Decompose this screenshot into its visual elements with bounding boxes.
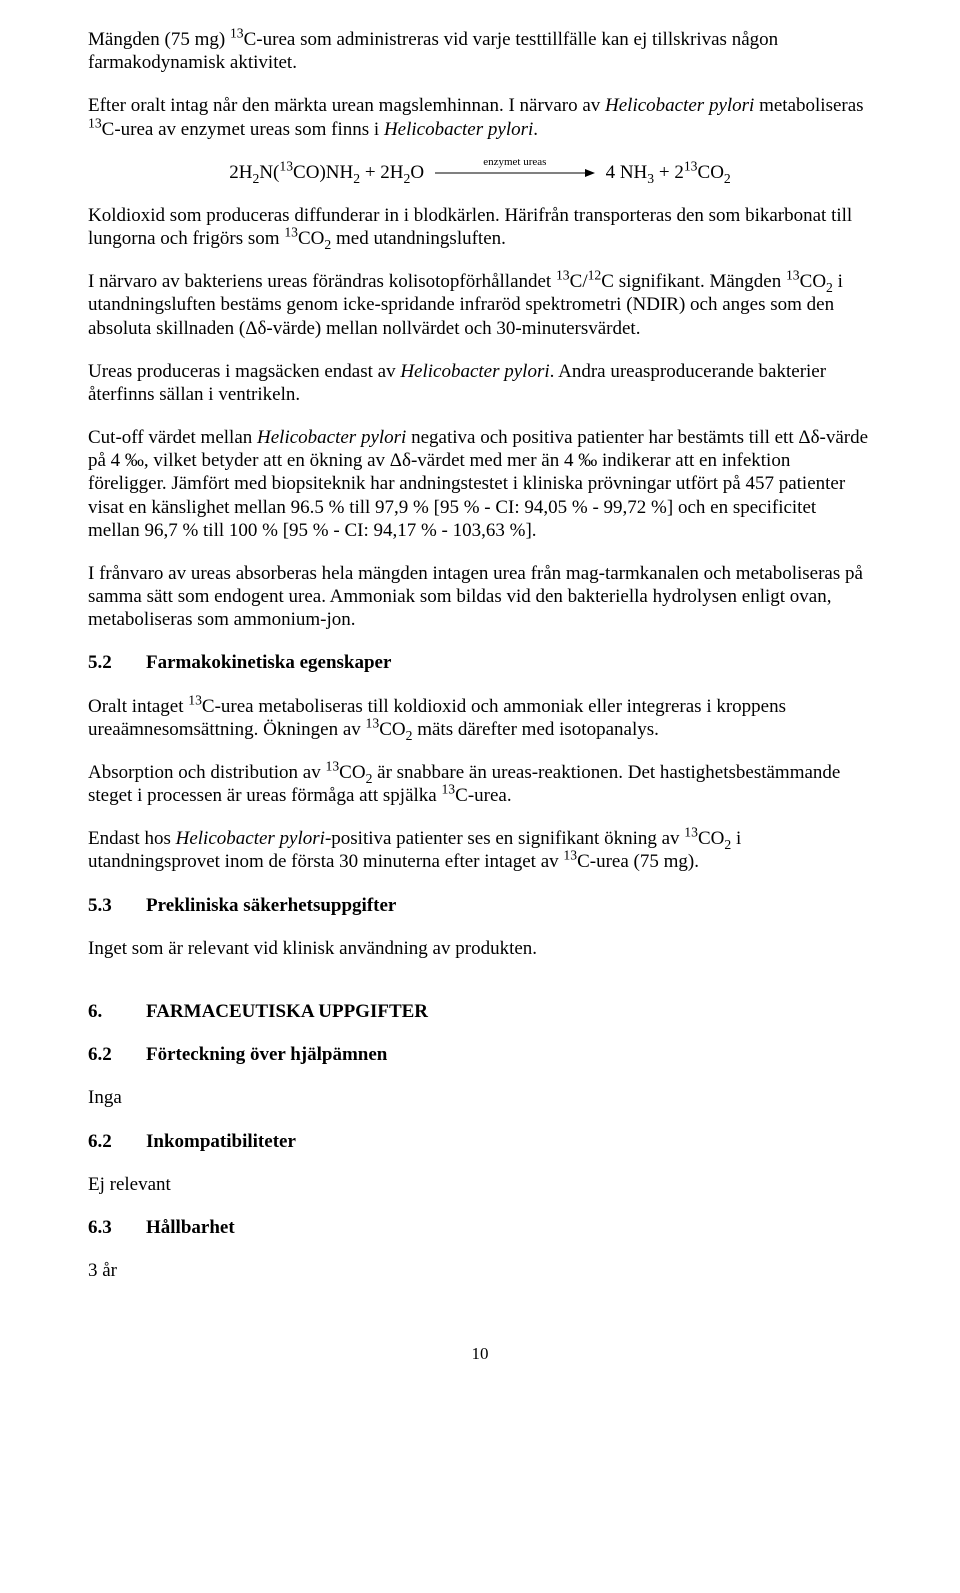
- sub: 2: [826, 280, 833, 295]
- isotope-13: 13: [366, 715, 380, 730]
- isotope-13: 13: [88, 115, 102, 130]
- text: CO: [298, 228, 324, 249]
- text: Efter oralt intag når den märkta urean m…: [88, 95, 605, 116]
- paragraph-14: 3 år: [88, 1259, 872, 1282]
- species-name: Helicobacter pylori: [605, 95, 754, 116]
- paragraph-7: I frånvaro av ureas absorberas hela mäng…: [88, 562, 872, 632]
- section-heading-6-2b: 6.2 Inkompatibiliteter: [88, 1130, 872, 1153]
- text: Ureas produceras i magsäcken endast av: [88, 361, 400, 382]
- paragraph-5: Ureas produceras i magsäcken endast av H…: [88, 360, 872, 406]
- isotope-13: 13: [786, 268, 800, 283]
- text: C-urea (75 mg).: [577, 851, 699, 872]
- chemical-equation: 2H2N(13CO)NH2 + 2H2O enzymet ureas 4 NH3…: [88, 161, 872, 184]
- section-title: Farmakokinetiska egenskaper: [146, 651, 872, 674]
- paragraph-12: Inga: [88, 1086, 872, 1109]
- isotope-13: 13: [684, 158, 698, 173]
- text: metaboliseras: [754, 95, 863, 116]
- text: -positiva patienter ses en signifikant ö…: [325, 828, 684, 849]
- text: C-urea.: [455, 785, 511, 806]
- text: med utandningsluften.: [331, 228, 506, 249]
- text: CO: [698, 828, 724, 849]
- isotope-12: 12: [588, 268, 602, 283]
- text: CO: [339, 762, 365, 783]
- section-title: FARMACEUTISKA UPPGIFTER: [146, 1000, 872, 1023]
- paragraph-9: Absorption och distribution av 13CO2 är …: [88, 761, 872, 807]
- isotope-13: 13: [441, 782, 455, 797]
- section-heading-5-2: 5.2 Farmakokinetiska egenskaper: [88, 651, 872, 674]
- text: 4 NH: [606, 162, 648, 183]
- text: Absorption och distribution av: [88, 762, 325, 783]
- text: O: [410, 162, 424, 183]
- text: C signifikant. Mängden: [601, 271, 786, 292]
- paragraph-13: Ej relevant: [88, 1173, 872, 1196]
- isotope-13: 13: [284, 225, 298, 240]
- page-number: 10: [88, 1344, 872, 1365]
- species-name: Helicobacter pylori: [257, 427, 406, 448]
- text: C/: [570, 271, 588, 292]
- paragraph-1: Mängden (75 mg) 13C-urea som administrer…: [88, 28, 872, 74]
- paragraph-6: Cut-off värdet mellan Helicobacter pylor…: [88, 426, 872, 542]
- document-page: Mängden (75 mg) 13C-urea som administrer…: [0, 0, 960, 1405]
- section-title: Förteckning över hjälpämnen: [146, 1043, 872, 1066]
- section-heading-5-3: 5.3 Prekliniska säkerhetsuppgifter: [88, 894, 872, 917]
- text: + 2: [654, 162, 684, 183]
- text: mäts därefter med isotopanalys.: [412, 719, 658, 740]
- text: + 2H: [360, 162, 403, 183]
- text: Mängden (75 mg): [88, 29, 230, 50]
- text: CO: [800, 271, 826, 292]
- section-heading-6-3: 6.3 Hållbarhet: [88, 1216, 872, 1239]
- arrow-label: enzymet ureas: [435, 156, 595, 169]
- text: C-urea av enzymet ureas som finns i: [102, 119, 384, 140]
- paragraph-3: Koldioxid som produceras diffunderar in …: [88, 204, 872, 250]
- species-name: Helicobacter pylori: [384, 119, 533, 140]
- text: CO: [698, 162, 724, 183]
- text: CO)NH: [293, 162, 353, 183]
- text: I närvaro av bakteriens ureas förändras …: [88, 271, 556, 292]
- species-name: Helicobacter pylori: [176, 828, 325, 849]
- section-number: 6.: [88, 1000, 146, 1023]
- text: Oralt intaget: [88, 696, 188, 717]
- section-title: Inkompatibiliteter: [146, 1130, 872, 1153]
- section-number: 5.3: [88, 894, 146, 917]
- section-heading-6-2a: 6.2 Förteckning över hjälpämnen: [88, 1043, 872, 1066]
- section-number: 6.2: [88, 1130, 146, 1153]
- isotope-13: 13: [188, 692, 202, 707]
- text: CO: [379, 719, 405, 740]
- paragraph-2: Efter oralt intag når den märkta urean m…: [88, 94, 872, 140]
- species-name: Helicobacter pylori: [400, 361, 549, 382]
- section-title: Hållbarhet: [146, 1216, 872, 1239]
- isotope-13: 13: [556, 268, 570, 283]
- isotope-13: 13: [325, 759, 339, 774]
- isotope-13: 13: [230, 26, 244, 41]
- paragraph-10: Endast hos Helicobacter pylori-positiva …: [88, 827, 872, 873]
- section-number: 6.2: [88, 1043, 146, 1066]
- section-title: Prekliniska säkerhetsuppgifter: [146, 894, 872, 917]
- paragraph-4: I närvaro av bakteriens ureas förändras …: [88, 270, 872, 340]
- reaction-arrow: enzymet ureas: [435, 167, 595, 179]
- section-number: 5.2: [88, 651, 146, 674]
- isotope-13: 13: [563, 848, 577, 863]
- paragraph-8: Oralt intaget 13C-urea metaboliseras til…: [88, 695, 872, 741]
- isotope-13: 13: [684, 825, 698, 840]
- text: N(: [259, 162, 279, 183]
- text: Cut-off värdet mellan: [88, 427, 257, 448]
- section-number: 6.3: [88, 1216, 146, 1239]
- text: Endast hos: [88, 828, 176, 849]
- section-heading-6: 6. FARMACEUTISKA UPPGIFTER: [88, 1000, 872, 1023]
- isotope-13: 13: [279, 158, 293, 173]
- text: 2H: [229, 162, 252, 183]
- paragraph-11: Inget som är relevant vid klinisk använd…: [88, 937, 872, 960]
- sub: 2: [724, 170, 731, 185]
- text: .: [533, 119, 538, 140]
